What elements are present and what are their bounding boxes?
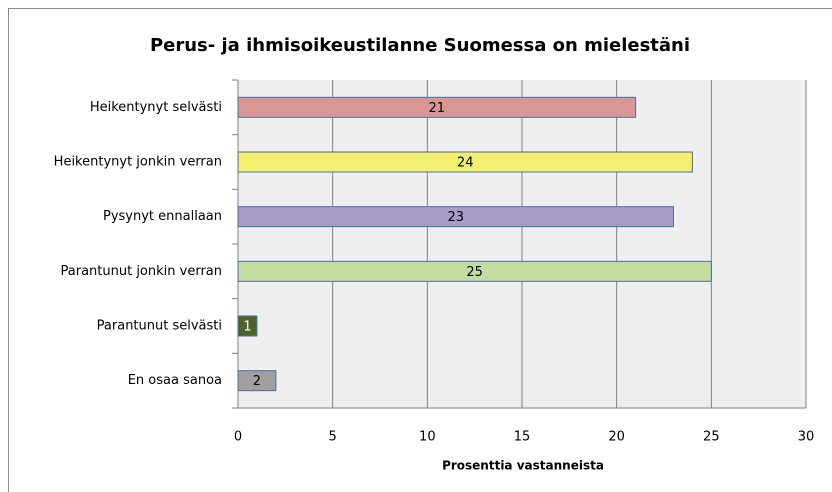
value-label: 24 [457,156,474,171]
chart-title: Perus- ja ihmisoikeustilanne Suomessa on… [150,35,690,56]
y-tick-label: Parantunut jonkin verran [61,264,223,279]
bar [237,315,258,337]
bar [237,260,712,282]
value-label: 1 [243,320,251,335]
value-label: 2 [253,374,261,389]
x-tick-label: 30 [798,430,815,445]
x-tick-label: 5 [329,430,337,445]
x-tick-label: 10 [419,430,436,445]
y-tick-label: Parantunut selvästi [97,319,222,334]
x-tick-label: 20 [608,430,625,445]
x-tick-label: 0 [234,430,242,445]
bar [237,206,674,228]
x-axis-label: Prosenttia vastanneista [442,459,604,473]
bar [237,370,277,392]
value-label: 21 [429,101,446,116]
x-tick-label: 25 [703,430,720,445]
value-label: 23 [447,210,464,225]
bar [237,151,693,173]
y-tick-label: En osaa sanoa [128,373,222,388]
y-tick-label: Pysynyt ennallaan [103,209,222,224]
y-tick-label: Heikentynyt selvästi [90,100,222,115]
value-label: 25 [466,265,483,280]
y-tick-label: Heikentynyt jonkin verran [54,155,222,170]
x-tick-label: 15 [514,430,531,445]
bar [237,96,637,118]
